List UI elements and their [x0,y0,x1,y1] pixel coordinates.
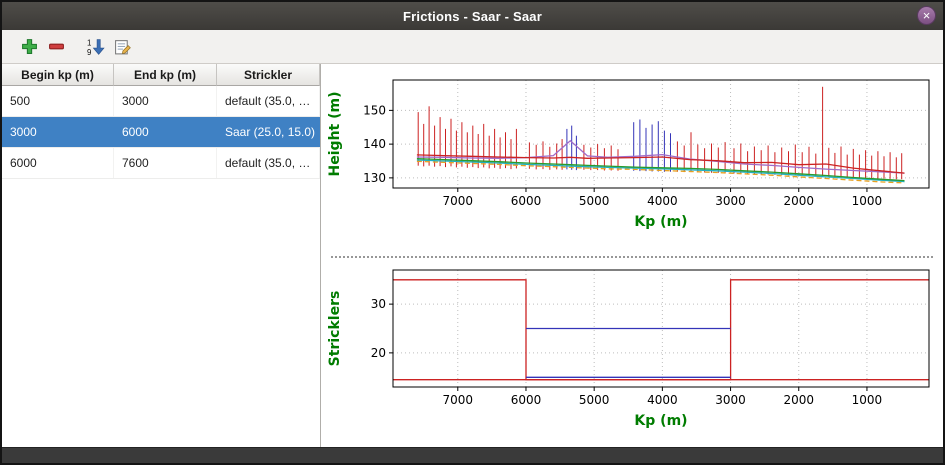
svg-text:130: 130 [363,171,386,185]
cell-end-kp: 7600 [114,148,217,178]
edit-button[interactable] [109,33,136,60]
sort-1-9-icon: 1 9 [87,38,105,56]
svg-text:9: 9 [87,47,92,55]
chart-splitter[interactable] [321,254,943,260]
add-row-button[interactable] [16,33,43,60]
table-row[interactable]: 500 3000 default (35.0, … [2,86,320,117]
table-row[interactable]: 6000 7600 default (35.0, … [2,148,320,179]
minus-icon [49,43,64,50]
remove-row-button[interactable] [43,33,70,60]
svg-text:3000: 3000 [715,194,746,208]
svg-text:6000: 6000 [511,194,542,208]
svg-text:5000: 5000 [579,393,610,407]
sort-button[interactable]: 1 9 [82,33,109,60]
chart-panel: 7000 6000 5000 4000 3000 2000 1000 130 140 150 Kp … [321,64,943,447]
svg-text:Kp (m): Kp (m) [634,413,687,429]
svg-text:1000: 1000 [852,393,883,407]
cell-strickler: default (35.0, … [217,86,320,116]
main-content: Begin kp (m) End kp (m) Strickler 500 30… [2,64,943,447]
svg-text:2000: 2000 [783,393,814,407]
cell-begin-kp: 500 [2,86,114,116]
svg-text:Height (m): Height (m) [327,92,343,177]
svg-text:1000: 1000 [852,194,883,208]
status-bar [2,447,943,463]
cell-end-kp: 3000 [114,86,217,116]
svg-text:5000: 5000 [579,194,610,208]
cell-strickler: default (35.0, … [217,148,320,178]
svg-text:Stricklers: Stricklers [327,291,343,367]
svg-text:3000: 3000 [715,393,746,407]
svg-text:150: 150 [363,103,386,117]
column-header-begin-kp[interactable]: Begin kp (m) [2,64,114,86]
svg-text:4000: 4000 [647,393,678,407]
table-row[interactable]: 3000 6000 Saar (25.0, 15.0) [2,117,320,148]
svg-text:30: 30 [371,297,386,311]
table-empty-area [2,179,320,447]
svg-text:140: 140 [363,137,386,151]
svg-text:7000: 7000 [443,194,474,208]
window-title: Frictions - Saar - Saar [403,8,542,24]
close-button[interactable]: × [917,6,936,25]
svg-text:Kp (m): Kp (m) [634,214,687,230]
table-header: Begin kp (m) End kp (m) Strickler [2,64,320,86]
frictions-table: Begin kp (m) End kp (m) Strickler 500 30… [2,64,321,447]
height-profile-chart[interactable]: 7000 6000 5000 4000 3000 2000 1000 130 140 150 Kp … [321,64,943,254]
column-header-strickler[interactable]: Strickler [217,64,320,86]
svg-text:20: 20 [371,346,386,360]
cell-begin-kp: 6000 [2,148,114,178]
cell-strickler: Saar (25.0, 15.0) [225,125,316,139]
cell-begin-kp: 3000 [10,125,37,139]
stricklers-chart[interactable]: 7000 6000 5000 4000 3000 2000 1000 20 30 Kp (m) St… [321,260,943,447]
svg-text:4000: 4000 [647,194,678,208]
column-header-end-kp[interactable]: End kp (m) [114,64,217,86]
svg-text:2000: 2000 [783,194,814,208]
close-icon: × [922,8,931,23]
svg-text:7000: 7000 [443,393,474,407]
plus-icon [22,39,37,54]
toolbar: 1 9 [2,30,943,64]
svg-text:1: 1 [87,38,92,47]
svg-text:6000: 6000 [511,393,542,407]
titlebar[interactable]: Frictions - Saar - Saar × [2,2,943,30]
edit-icon [114,39,131,54]
cell-end-kp: 6000 [122,125,149,139]
